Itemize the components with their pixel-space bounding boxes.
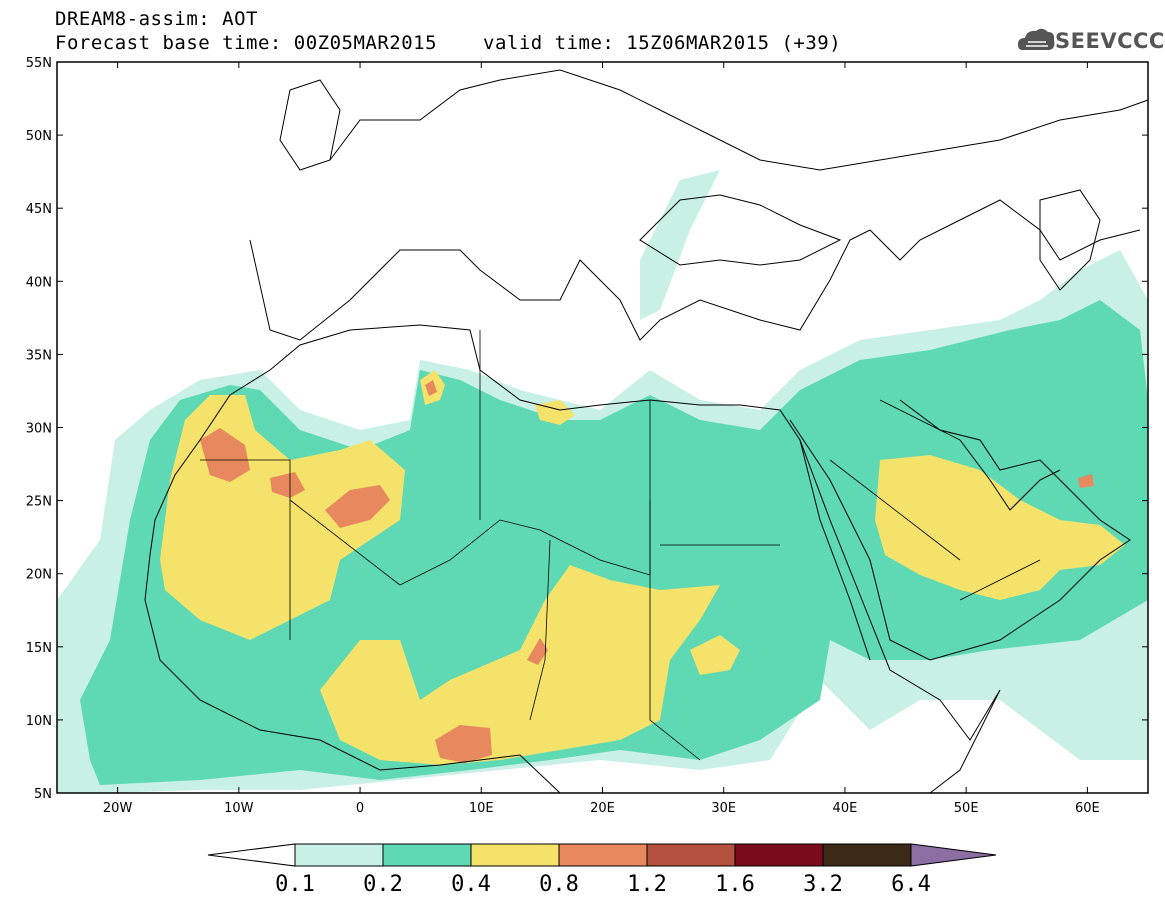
aot-contour-0.8a: [200, 428, 250, 482]
lat-tick-label: 25N: [26, 495, 52, 510]
colorbar-segment: [382, 843, 472, 867]
west-africa-coast: [144, 554, 561, 794]
aot-contour-0.4c: [875, 455, 1125, 600]
lon-tick-label: 60E: [1075, 801, 1100, 816]
lat-tick-label: 40N: [26, 275, 52, 290]
forecast-base-time: Forecast base time: 00Z05MAR2015: [55, 32, 438, 54]
lon-axis: 20W 10W 0 10E 20E 30E 40E 50E 60E: [103, 62, 1100, 816]
colorbar-segment: [734, 843, 824, 867]
lon-tick-label: 40E: [833, 801, 858, 816]
aot-contour-0.8c: [325, 485, 390, 528]
borders: [200, 330, 1041, 761]
aot-contour-0.8b: [270, 472, 305, 498]
aot-contour-0.4b: [320, 565, 720, 765]
lat-tick-label: 10N: [26, 714, 52, 729]
aot-contour-0.8d: [435, 725, 492, 763]
lat-tick-label: 50N: [26, 129, 52, 144]
colorbar-label: 0.1: [275, 872, 315, 897]
lon-tick-label: 10E: [469, 801, 494, 816]
aot-shading: [57, 170, 1148, 793]
lat-tick-label: 45N: [26, 202, 52, 217]
colorbar-high-arrow: [910, 843, 997, 867]
plot-title: DREAM8-assim: AOT: [55, 8, 258, 30]
colorbar-segment: [470, 843, 560, 867]
arabia-coast: [789, 399, 1131, 661]
lon-tick-label: 10W: [224, 801, 254, 816]
colorbar-label: 0.2: [363, 872, 403, 897]
colorbar-label: 6.4: [891, 872, 931, 897]
colorbar-segment: [558, 843, 648, 867]
lon-tick-label: 0: [356, 801, 364, 816]
valid-time: valid time: 15Z06MAR2015 (+39): [483, 32, 842, 54]
lat-tick-label: 15N: [26, 641, 52, 656]
lat-axis: 5N 10N 15N 20N 25N 30N 35N 40N 45N 50N 55N: [26, 56, 1148, 802]
colorbar-label: 1.6: [715, 872, 755, 897]
aot-contour-0.4d: [690, 635, 740, 675]
red-sea: [799, 439, 871, 661]
africa-coast: [149, 324, 1001, 794]
lon-tick-label: 20W: [103, 801, 133, 816]
lat-tick-label: 30N: [26, 422, 52, 437]
colorbar-label: 0.4: [451, 872, 491, 897]
colorbar-label: 1.2: [627, 872, 667, 897]
lat-tick-label: 35N: [26, 348, 52, 363]
colorbar-low-arrow: [207, 843, 296, 867]
europe-coast: [249, 199, 1141, 341]
coastlines: [144, 69, 1149, 794]
lon-tick-label: 30E: [711, 801, 736, 816]
aot-contour-0.8f: [425, 380, 437, 396]
colorbar-segment: [294, 843, 384, 867]
lat-tick-label: 55N: [26, 56, 52, 71]
lat-tick-label: 20N: [26, 568, 52, 583]
lat-tick-label: 5N: [34, 787, 52, 802]
aot-contour-0.8e: [527, 638, 548, 665]
colorbar: 0.1 0.2 0.4 0.8 1.2 1.6 3.2 6.4: [207, 843, 997, 897]
lon-tick-label: 50E: [954, 801, 979, 816]
north-europe: [329, 69, 1149, 171]
aot-contour-0.1b: [640, 170, 720, 320]
black-sea: [639, 194, 842, 266]
cloud-icon: [1018, 28, 1055, 50]
colorbar-label: 3.2: [803, 872, 843, 897]
colorbar-segment: [822, 843, 912, 867]
aot-contour-0.8g: [1078, 474, 1094, 488]
logo-text: SEEVCCC: [1055, 29, 1165, 53]
colorbar-segment: [646, 843, 736, 867]
gulf: [959, 439, 1061, 511]
colorbar-label: 0.8: [539, 872, 579, 897]
lon-tick-label: 20E: [590, 801, 615, 816]
caspian-sea: [1039, 189, 1101, 291]
